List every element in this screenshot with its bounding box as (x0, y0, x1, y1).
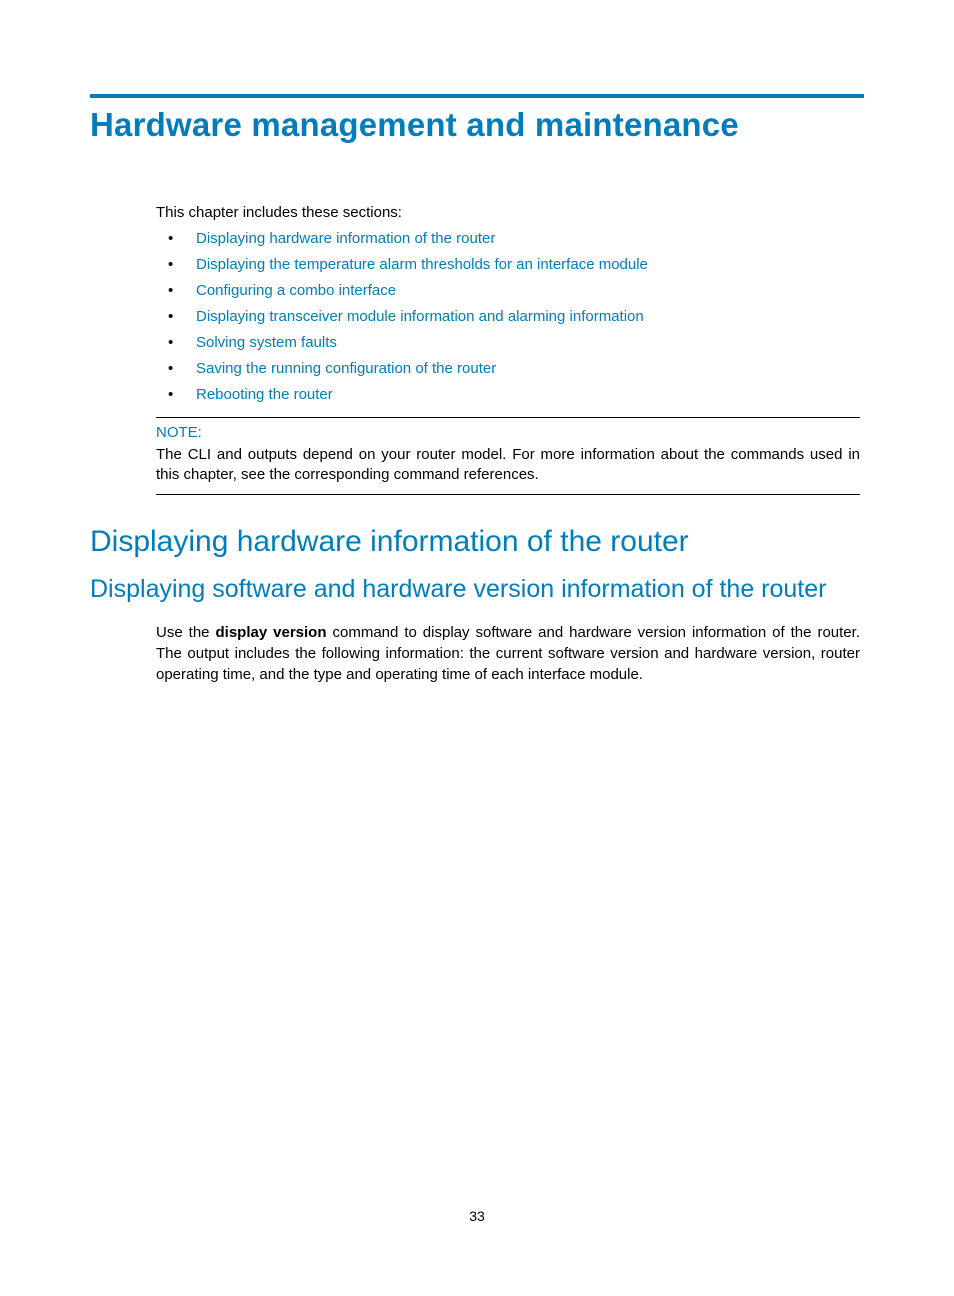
table-of-contents: Displaying hardware information of the r… (156, 230, 864, 403)
toc-item: Configuring a combo interface (156, 282, 864, 299)
toc-link[interactable]: Saving the running configuration of the … (196, 360, 496, 377)
toc-item: Solving system faults (156, 334, 864, 351)
toc-item: Displaying the temperature alarm thresho… (156, 256, 864, 273)
toc-item: Saving the running configuration of the … (156, 360, 864, 377)
page-title: Hardware management and maintenance (90, 106, 864, 144)
toc-link[interactable]: Displaying hardware information of the r… (196, 230, 495, 247)
toc-link[interactable]: Displaying the temperature alarm thresho… (196, 256, 648, 273)
toc-link[interactable]: Configuring a combo interface (196, 282, 396, 299)
section-heading: Displaying hardware information of the r… (90, 525, 864, 559)
toc-link[interactable]: Rebooting the router (196, 386, 333, 403)
note-callout: NOTE: The CLI and outputs depend on your… (156, 417, 860, 495)
note-body: The CLI and outputs depend on your route… (156, 445, 860, 486)
toc-link[interactable]: Displaying transceiver module informatio… (196, 308, 644, 325)
intro-text: This chapter includes these sections: (156, 204, 864, 221)
toc-link[interactable]: Solving system faults (196, 334, 337, 351)
note-label: NOTE: (156, 424, 860, 441)
page-number: 33 (0, 1208, 954, 1224)
body-paragraph: Use the display version command to displ… (156, 622, 860, 685)
top-divider-rule (90, 94, 864, 98)
toc-item: Displaying transceiver module informatio… (156, 308, 864, 325)
subsection-heading: Displaying software and hardware version… (90, 573, 864, 607)
document-page: Hardware management and maintenance This… (0, 0, 954, 1296)
command-name: display version (215, 624, 326, 641)
toc-item: Rebooting the router (156, 386, 864, 403)
toc-item: Displaying hardware information of the r… (156, 230, 864, 247)
body-text-pre: Use the (156, 624, 215, 641)
